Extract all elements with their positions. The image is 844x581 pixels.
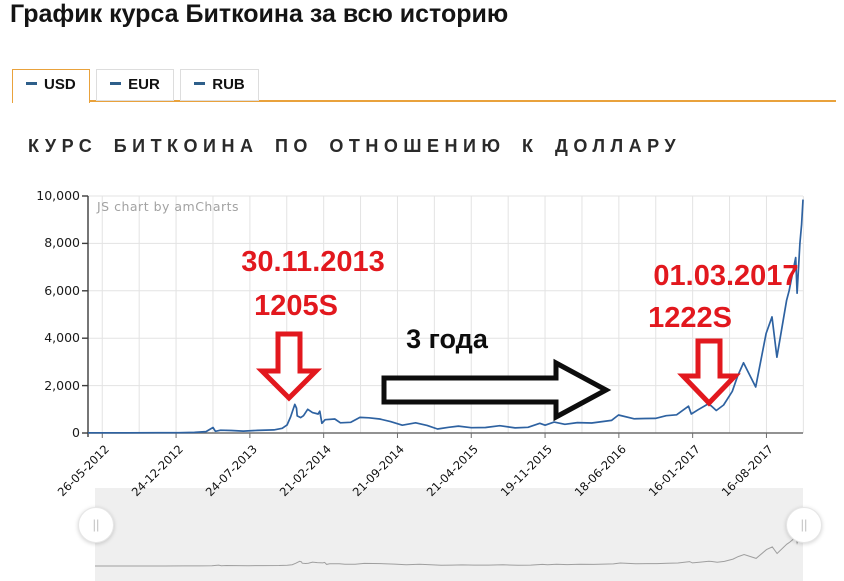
dash-icon	[110, 81, 122, 85]
y-axis-label: 10,000	[36, 188, 80, 203]
tabs-underline	[12, 100, 836, 102]
dash-icon	[26, 81, 37, 85]
chart-title: КУРС БИТКОИНА ПО ОТНОШЕНИЮ К ДОЛЛАРУ	[28, 136, 682, 156]
black-right-arrow	[381, 358, 612, 422]
annotation-2013-price: 1205S	[254, 290, 338, 322]
scrollbar-right-handle[interactable]: ||	[786, 507, 822, 543]
y-axis-label: 4,000	[44, 330, 80, 346]
scrollbar-left-handle[interactable]: ||	[78, 507, 114, 543]
currency-tabs: USD EUR RUB	[12, 69, 261, 103]
annotation-3-years: 3 года	[406, 324, 488, 354]
scrollbar-track[interactable]	[95, 488, 803, 581]
tab-usd-label: USD	[44, 76, 76, 93]
page-title: График курса Биткоина за всю историю	[10, 0, 509, 28]
annotation-2013-date: 30.11.2013	[241, 246, 385, 278]
red-down-arrow-2013	[255, 331, 323, 402]
tab-usd[interactable]: USD	[12, 69, 90, 103]
y-axis-label: 6,000	[44, 282, 80, 298]
red-down-arrow-2017	[677, 338, 741, 407]
y-axis-label: 8,000	[44, 235, 80, 251]
dash-icon	[194, 81, 206, 85]
annotation-2017-price: 1222S	[648, 302, 732, 334]
amcharts-watermark: JS chart by amCharts	[97, 199, 240, 214]
tab-eur[interactable]: EUR	[96, 69, 174, 101]
annotation-2017-date: 01.03.2017	[653, 260, 799, 292]
tab-rub-label: RUB	[212, 76, 245, 93]
y-axis-label: 2,000	[44, 377, 80, 393]
y-axis-label: 0	[72, 425, 80, 440]
tab-rub[interactable]: RUB	[180, 69, 259, 101]
tab-eur-label: EUR	[128, 76, 160, 93]
